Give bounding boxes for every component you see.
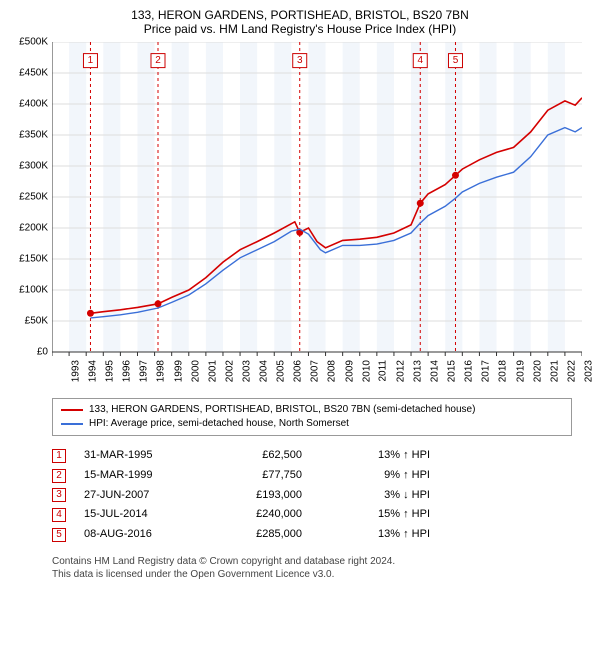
footer: Contains HM Land Registry data © Crown c… bbox=[52, 555, 588, 581]
svg-text:4: 4 bbox=[417, 55, 423, 66]
footer-line1: Contains HM Land Registry data © Crown c… bbox=[52, 555, 588, 568]
y-tick-label: £200K bbox=[19, 223, 48, 234]
legend-label-property: 133, HERON GARDENS, PORTISHEAD, BRISTOL,… bbox=[89, 403, 475, 417]
row-date: 08-AUG-2016 bbox=[84, 525, 194, 545]
title-address: 133, HERON GARDENS, PORTISHEAD, BRISTOL,… bbox=[12, 8, 588, 22]
row-marker: 4 bbox=[52, 508, 66, 522]
x-tick-label: 2000 bbox=[190, 360, 201, 382]
row-date: 27-JUN-2007 bbox=[84, 486, 194, 506]
x-tick-label: 1994 bbox=[87, 360, 98, 382]
row-date: 31-MAR-1995 bbox=[84, 446, 194, 466]
x-tick-label: 2003 bbox=[241, 360, 252, 382]
x-tick-label: 2022 bbox=[566, 360, 577, 382]
footer-line2: This data is licensed under the Open Gov… bbox=[52, 568, 588, 581]
row-marker: 2 bbox=[52, 469, 66, 483]
x-tick-label: 2009 bbox=[344, 360, 355, 382]
transaction-table: 1 31-MAR-1995 £62,500 13% ↑ HPI 2 15-MAR-1999… bbox=[52, 446, 572, 545]
svg-text:2: 2 bbox=[155, 55, 161, 66]
y-tick-label: £100K bbox=[19, 285, 48, 296]
svg-text:3: 3 bbox=[297, 55, 303, 66]
legend-row-hpi: HPI: Average price, semi-detached house,… bbox=[61, 417, 563, 431]
x-tick-label: 2008 bbox=[327, 360, 338, 382]
line-chart: 1 2 3 4 5 bbox=[52, 42, 582, 357]
transaction-row: 3 27-JUN-2007 £193,000 3% ↓ HPI bbox=[52, 486, 572, 506]
y-tick-label: £400K bbox=[19, 99, 48, 110]
y-tick-label: £500K bbox=[19, 37, 48, 48]
transaction-row: 5 08-AUG-2016 £285,000 13% ↑ HPI bbox=[52, 525, 572, 545]
x-tick-label: 2020 bbox=[532, 360, 543, 382]
row-date: 15-MAR-1999 bbox=[84, 466, 194, 486]
chart-container: 133, HERON GARDENS, PORTISHEAD, BRISTOL,… bbox=[0, 0, 600, 650]
x-tick-label: 1995 bbox=[104, 360, 115, 382]
svg-text:1: 1 bbox=[88, 55, 94, 66]
x-tick-label: 2006 bbox=[293, 360, 304, 382]
x-tick-label: 2007 bbox=[310, 360, 321, 382]
chart-area: 1 2 3 4 5 £0 £50K £100K £150K £200K £250K £300K £35… bbox=[12, 42, 588, 392]
legend-row-property: 133, HERON GARDENS, PORTISHEAD, BRISTOL,… bbox=[61, 403, 563, 417]
row-pct: 13% ↑ HPI bbox=[320, 525, 430, 545]
legend-label-hpi: HPI: Average price, semi-detached house,… bbox=[89, 417, 349, 431]
row-price: £77,750 bbox=[212, 466, 302, 486]
row-price: £240,000 bbox=[212, 505, 302, 525]
x-tick-label: 2002 bbox=[224, 360, 235, 382]
x-tick-label: 1997 bbox=[139, 360, 150, 382]
x-tick-label: 2011 bbox=[377, 360, 388, 382]
legend-swatch-property bbox=[61, 409, 83, 411]
row-marker: 1 bbox=[52, 449, 66, 463]
x-tick-label: 1996 bbox=[122, 360, 133, 382]
row-price: £62,500 bbox=[212, 446, 302, 466]
x-tick-label: 2016 bbox=[463, 360, 474, 382]
x-tick-label: 2023 bbox=[583, 360, 594, 382]
y-tick-label: £450K bbox=[19, 68, 48, 79]
x-tick-label: 2005 bbox=[275, 360, 286, 382]
y-tick-label: £150K bbox=[19, 254, 48, 265]
x-tick-label: 2013 bbox=[412, 360, 423, 382]
x-tick-label: 2014 bbox=[429, 360, 440, 382]
legend: 133, HERON GARDENS, PORTISHEAD, BRISTOL,… bbox=[52, 398, 572, 436]
y-tick-label: £0 bbox=[37, 347, 48, 358]
y-tick-label: £50K bbox=[25, 316, 48, 327]
transaction-row: 2 15-MAR-1999 £77,750 9% ↑ HPI bbox=[52, 466, 572, 486]
row-price: £193,000 bbox=[212, 486, 302, 506]
row-pct: 3% ↓ HPI bbox=[320, 486, 430, 506]
x-tick-label: 1993 bbox=[70, 360, 81, 382]
row-pct: 13% ↑ HPI bbox=[320, 446, 430, 466]
legend-swatch-hpi bbox=[61, 423, 83, 425]
y-tick-label: £250K bbox=[19, 192, 48, 203]
x-tick-label: 2021 bbox=[549, 360, 560, 382]
x-tick-label: 1999 bbox=[173, 360, 184, 382]
x-tick-label: 2018 bbox=[498, 360, 509, 382]
x-tick-label: 2019 bbox=[515, 360, 526, 382]
x-tick-label: 2017 bbox=[481, 360, 492, 382]
x-tick-label: 2012 bbox=[395, 360, 406, 382]
row-price: £285,000 bbox=[212, 525, 302, 545]
transaction-row: 4 15-JUL-2014 £240,000 15% ↑ HPI bbox=[52, 505, 572, 525]
y-tick-label: £300K bbox=[19, 161, 48, 172]
title-subtitle: Price paid vs. HM Land Registry's House … bbox=[12, 22, 588, 36]
x-tick-label: 1998 bbox=[156, 360, 167, 382]
row-pct: 15% ↑ HPI bbox=[320, 505, 430, 525]
transaction-row: 1 31-MAR-1995 £62,500 13% ↑ HPI bbox=[52, 446, 572, 466]
svg-text:5: 5 bbox=[453, 55, 459, 66]
row-marker: 3 bbox=[52, 488, 66, 502]
row-pct: 9% ↑ HPI bbox=[320, 466, 430, 486]
y-tick-label: £350K bbox=[19, 130, 48, 141]
x-tick-label: 2015 bbox=[446, 360, 457, 382]
row-date: 15-JUL-2014 bbox=[84, 505, 194, 525]
x-tick-label: 2001 bbox=[207, 360, 218, 382]
x-tick-label: 2010 bbox=[361, 360, 372, 382]
row-marker: 5 bbox=[52, 528, 66, 542]
x-tick-label: 2004 bbox=[258, 360, 269, 382]
